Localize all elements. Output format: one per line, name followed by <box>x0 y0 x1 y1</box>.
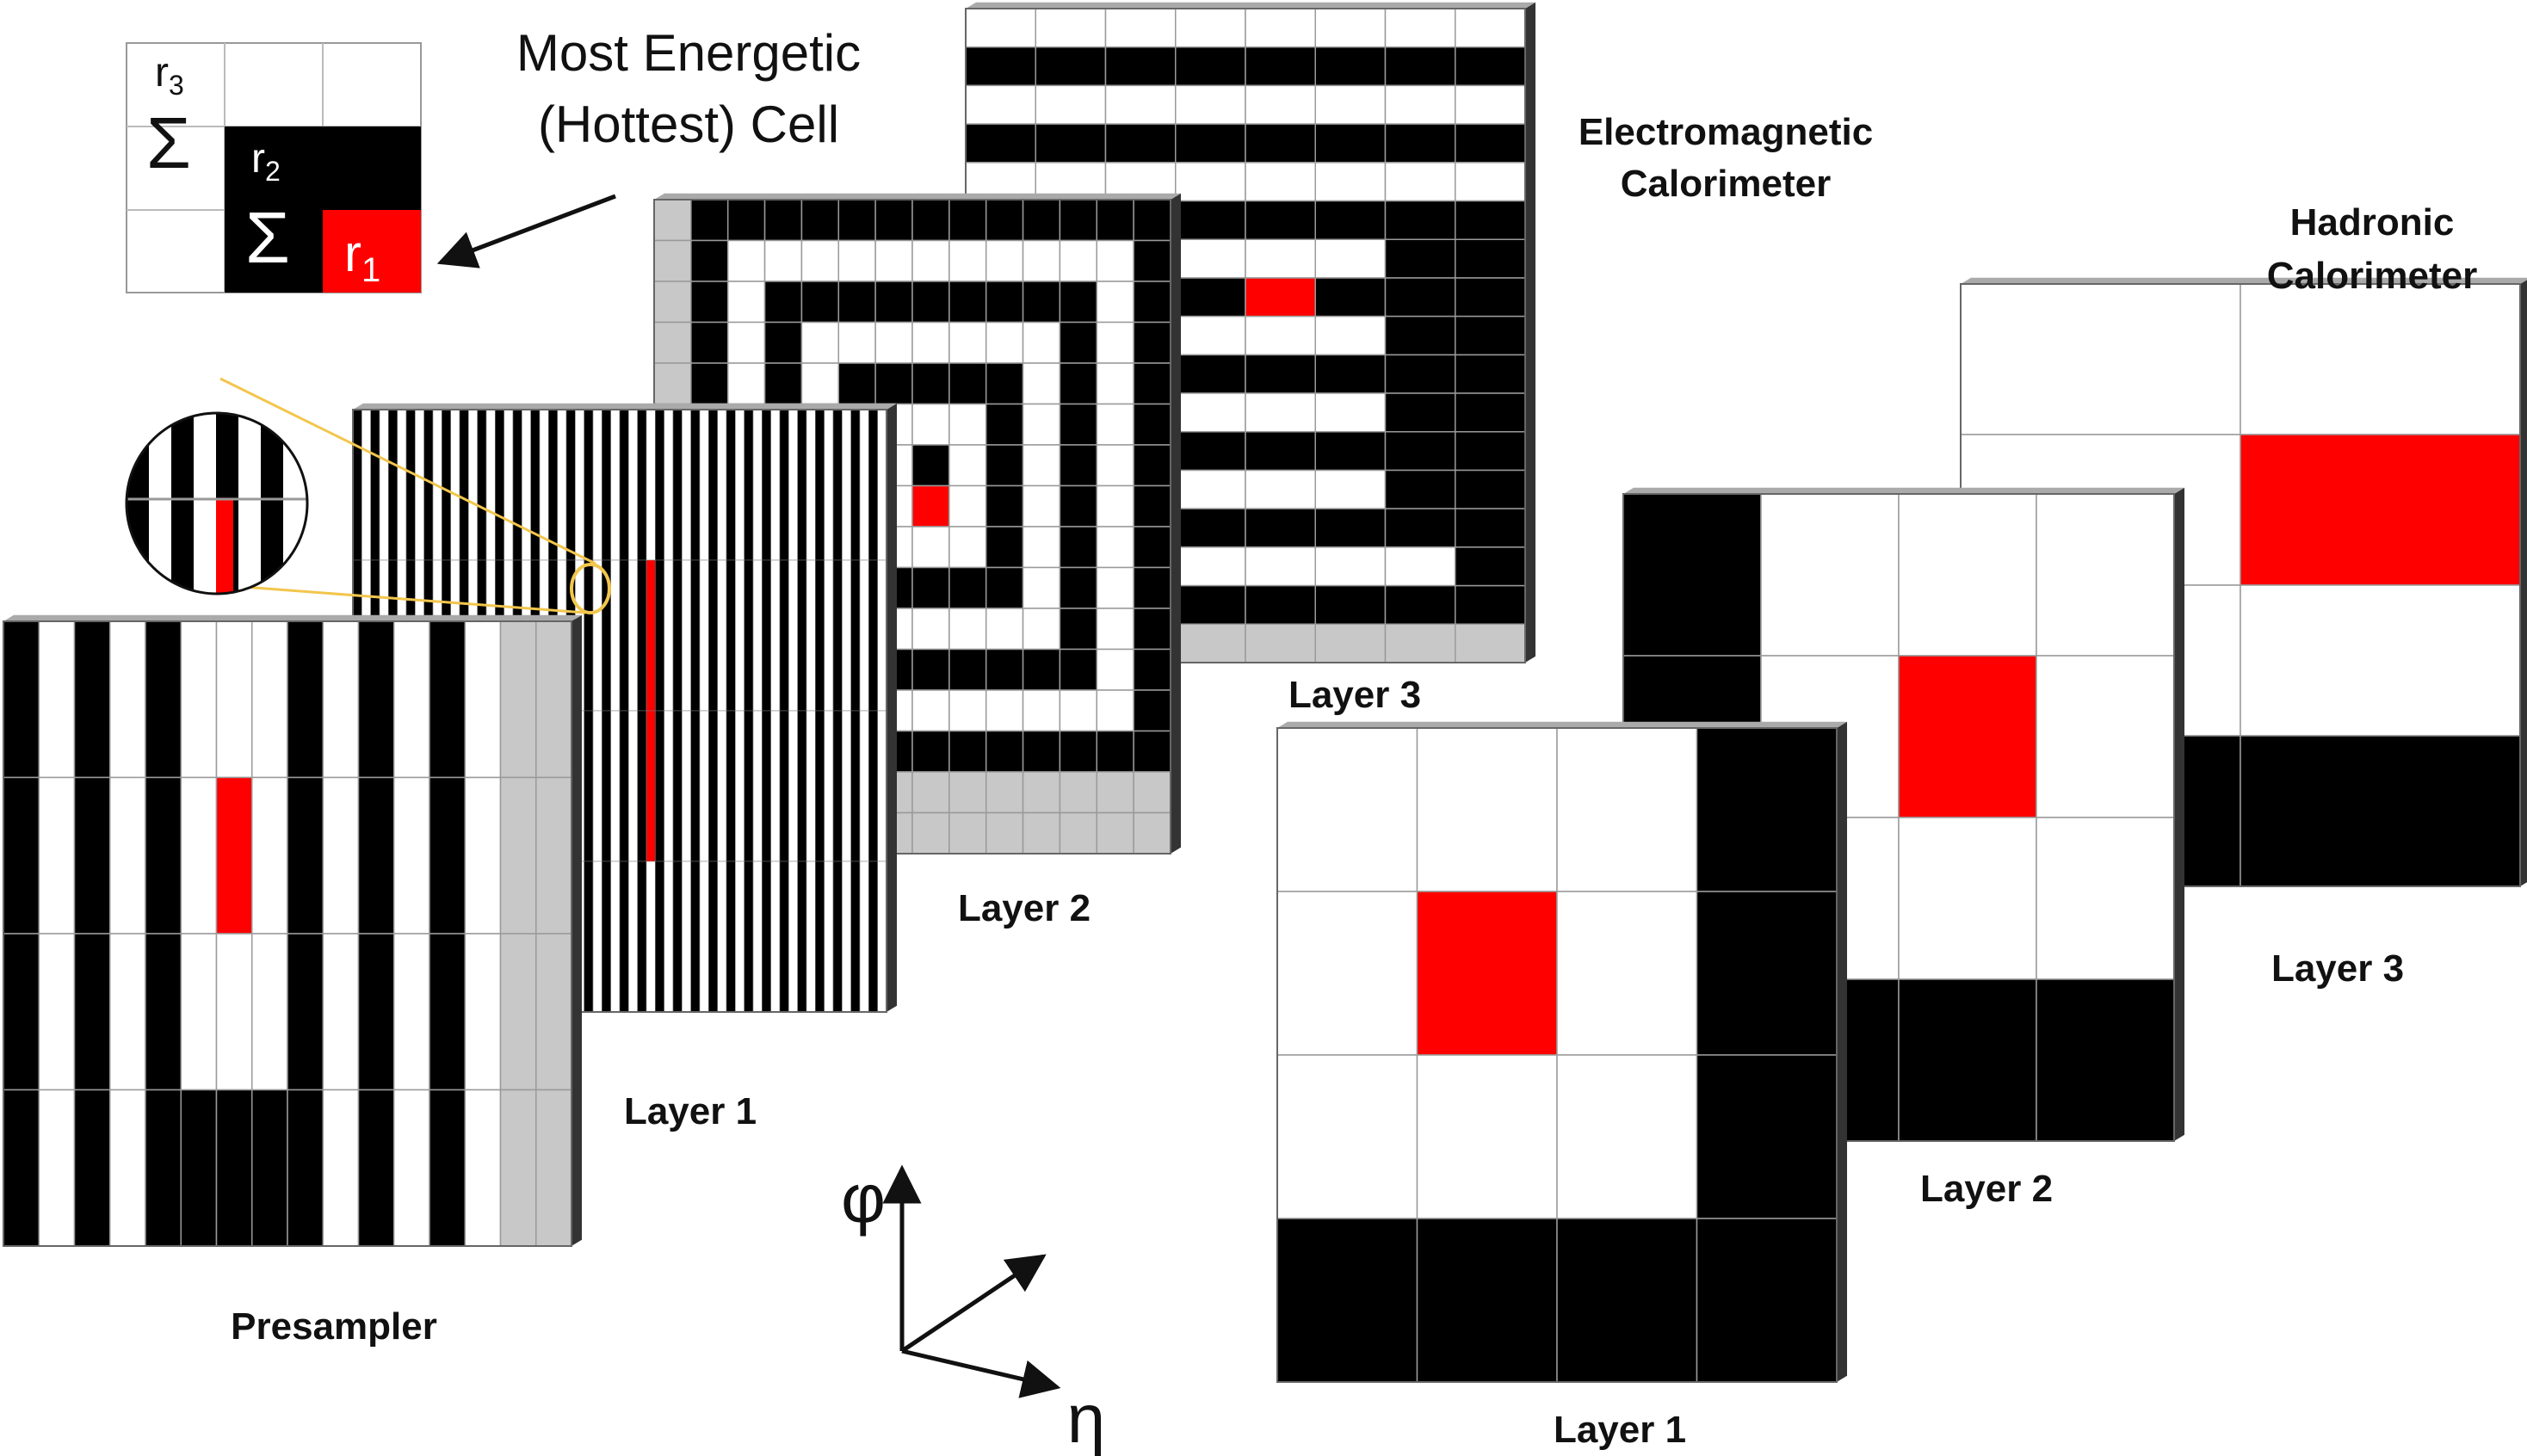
had-calorimeter-title-2: Calorimeter <box>2267 255 2478 297</box>
had-layer1-label: Layer 1 <box>1554 1409 1686 1451</box>
em-layer1-label: Layer 1 <box>624 1090 757 1132</box>
inset-r2-label: r2 <box>251 136 281 187</box>
axis-phi-label: φ <box>841 1160 886 1237</box>
hottest-cell-label-line1: Most Energetic <box>516 24 861 82</box>
inset-r3-label: r3 <box>155 50 184 101</box>
magnifier-lens-icon <box>125 377 611 614</box>
had-calorimeter-title-1: Hadronic <box>2290 201 2455 244</box>
arrow-icon <box>436 194 616 268</box>
em-layer2-label: Layer 2 <box>958 887 1091 929</box>
inset-sum-b: Σ <box>245 197 290 278</box>
had-layer3-label: Layer 3 <box>2271 947 2404 990</box>
hottest-cell-label-line2: (Hottest) Cell <box>538 96 839 153</box>
had-layer2-label: Layer 2 <box>1920 1168 2053 1210</box>
em-calorimeter-title-2: Calorimeter <box>1621 163 1832 205</box>
presampler-label: Presampler <box>231 1305 437 1348</box>
hottest-cell-inset: r3 Σ r2 Σ r1 <box>126 42 422 293</box>
axis-arrow-icon <box>882 1164 1061 1398</box>
inset-r1-label: r1 <box>344 225 380 289</box>
had-layer1-panel <box>1276 721 1847 1383</box>
em-calorimeter-title-1: Electromagnetic <box>1579 111 1873 153</box>
presampler-panel <box>3 614 582 1247</box>
em-layer3-label: Layer 3 <box>1288 674 1421 716</box>
inset-sum-a: Σ <box>146 102 191 183</box>
axis-eta-label: η <box>1067 1380 1106 1456</box>
